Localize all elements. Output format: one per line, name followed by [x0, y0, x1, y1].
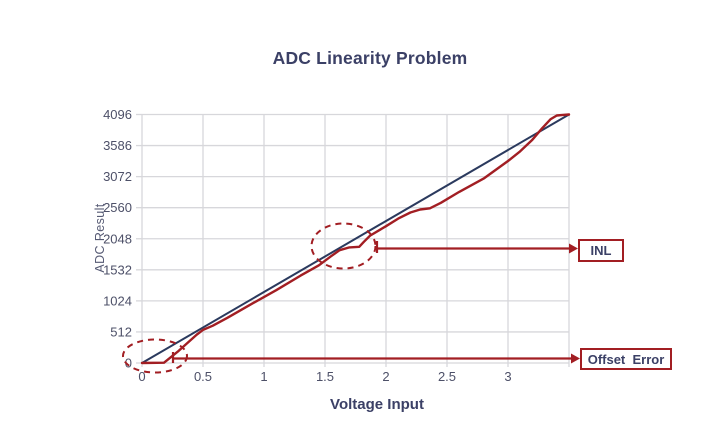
ideal-transfer-line	[141, 113, 570, 364]
inl-ellipse	[310, 222, 377, 270]
y-tick-label: 512	[110, 324, 132, 339]
y-tick-label: 2560	[103, 200, 132, 215]
y-tick-label: 2048	[103, 231, 132, 246]
x-tick-label: 3	[504, 369, 511, 384]
x-axis-title: Voltage Input	[330, 396, 424, 413]
y-tick-label: 4096	[103, 107, 132, 122]
y-tick-label: 1024	[103, 293, 132, 308]
y-tick-label: 0	[125, 356, 132, 371]
y-tick-label: 1532	[103, 262, 132, 277]
offset-arrowhead	[571, 353, 580, 364]
x-tick-label: 1.5	[316, 369, 334, 384]
y-tick-label: 3586	[103, 138, 132, 153]
chart-title: ADC Linearity Problem	[272, 48, 468, 68]
x-tick-label: 2	[382, 369, 389, 384]
x-tick-label: 1	[260, 369, 267, 384]
x-tick-label: 0	[138, 369, 145, 384]
x-tick-label: 2.5	[438, 369, 456, 384]
offset-error-ellipse	[122, 338, 188, 374]
y-tick-label: 3072	[103, 169, 132, 184]
inl-label-box: INL	[578, 239, 624, 262]
inl-arrowhead	[569, 243, 578, 254]
x-tick-label: 0.5	[194, 369, 212, 384]
actual-adc-curve	[140, 113, 571, 365]
offset-error-label-box: Offset Error	[580, 348, 672, 370]
